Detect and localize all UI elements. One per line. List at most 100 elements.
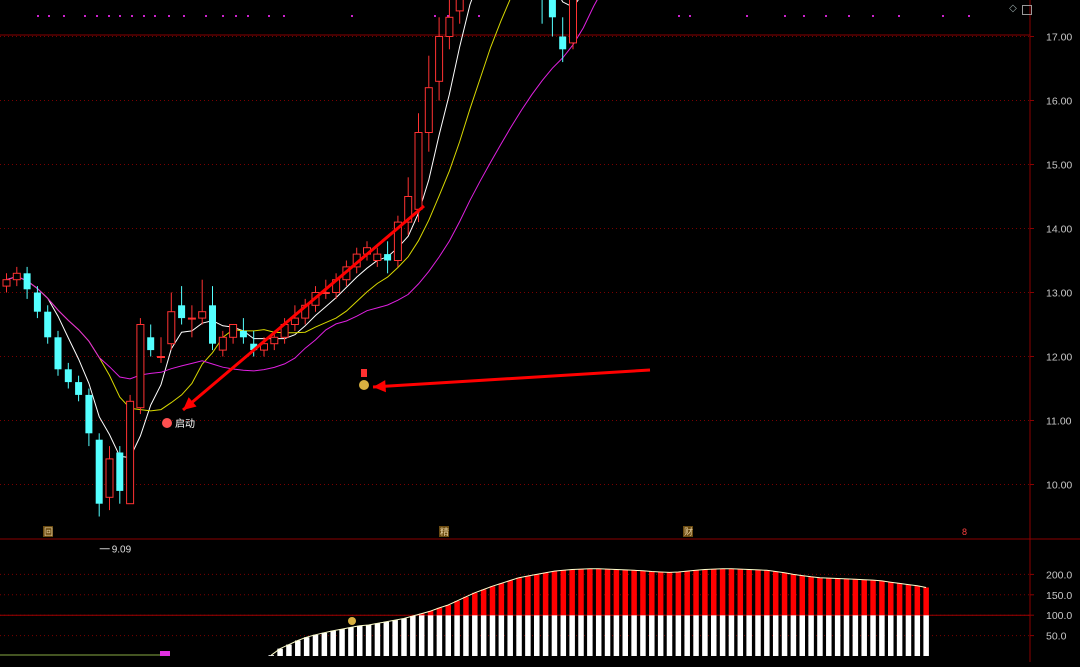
indicator-bar-red [507,580,513,616]
indicator-bar-white [516,615,522,656]
indicator-bar-red [640,570,646,616]
candle-body-up [404,196,413,223]
indicator-bar-white [631,615,637,656]
indicator-start-marker [160,651,170,656]
indicator-bar-white [604,615,611,656]
indicator-bar-red [781,572,788,616]
indicator-bar-red [711,569,717,616]
event-marker: 财 [684,526,693,537]
signal-dot [205,15,207,17]
indicator-bar-white [348,627,354,656]
indicator-bar-white [772,615,779,656]
indicator-bar-white [923,615,929,656]
indicator-bar-white [427,615,434,656]
signal-dot [268,15,270,17]
indicator-bar-red [896,583,903,616]
indicator-bar-white [295,640,301,656]
indicator-bar-white [622,615,628,656]
indicator-bar-white [303,637,310,656]
indicator-bar-white [401,618,407,656]
indicator-bar-red [799,575,805,616]
arrow-to-launch-head [183,397,197,410]
signal-dot [143,15,145,17]
indicator-bar-white [357,625,363,656]
event-marker: 回 [44,527,53,537]
indicator-tick-label: 100.0 [1046,610,1072,622]
candle-body-up [12,272,21,281]
candle-body-up [167,311,176,345]
candle-body-up [445,16,454,37]
indicator-bar-red [914,585,921,616]
indicator-bar-red [534,574,540,616]
indicator-bar-white [640,615,646,656]
indicator-bar-red [516,577,522,616]
indicator-bar-white [339,629,345,656]
candle-body-down [250,343,258,351]
indicator-bar-white [790,615,797,656]
candle-body-up [136,324,145,409]
indicator-bar-white [649,615,655,656]
price-tick-label: 15.00 [1046,160,1072,172]
signal-dot [942,15,944,17]
indicator-bar-red [693,570,699,616]
indicator-bar-red [772,571,779,616]
price-axis: 23.0022.0021.0020.0019.0018.0017.0016.00… [1030,32,1072,643]
indicator-bar-white [383,621,390,656]
candle-body-up [105,458,114,498]
arrow-to-medal [372,368,651,389]
candle-body-down [95,439,103,504]
indicator-bar-white [702,615,708,656]
candle-body-up [393,221,402,262]
indicator-line [270,568,927,656]
candle-body-up [198,311,207,319]
candle-body-down [54,337,62,370]
indicator-bar-white [684,615,690,656]
indicator-bar-white [719,615,726,656]
candle-body-down [85,394,93,434]
candle-body-down [147,337,155,351]
indicator-bar-white [498,615,505,656]
indicator-bar-red [666,572,673,616]
indicator-bar-white [268,655,274,656]
indicator-bar-white [843,615,850,656]
candle-body-up [157,356,165,358]
candle-body-down [178,305,186,319]
indicator-bar-white [472,615,478,656]
signal-dot [131,15,133,17]
candle-body-up [373,253,382,262]
candle-body-up [218,336,227,351]
indicator-bar-red [604,569,611,616]
indicator-bar-white [286,644,292,656]
maximize-icon[interactable] [1022,5,1032,15]
indicator-bar-white [551,615,558,656]
indicator-bar-white [321,632,328,656]
ma-mid-line [6,0,511,412]
indicator-bar-red [923,587,929,616]
indicator-bar-white [755,615,761,656]
indicator-bar-red [551,571,558,616]
indicator-bars [160,568,929,656]
indicator-bar-red [542,572,549,616]
indicator-bar-white [374,623,381,656]
indicator-bar-red [728,568,735,616]
indicator-bar-red [657,571,664,616]
medal-icon [359,380,369,390]
indicator-bar-red [852,579,859,616]
indicator-bar-white [764,615,770,656]
signal-dot [108,15,110,17]
candle-body-down [548,0,556,18]
indicator-bar-white [418,615,425,656]
price-tick-label: 12.00 [1046,352,1072,364]
indicator-bar-white [799,615,805,656]
indicator-bar-red [817,577,823,616]
indicator-tick-label: 150.0 [1046,590,1072,602]
candle-body-down [116,452,124,491]
diamond-icon[interactable]: ◇ [1009,3,1017,14]
indicator-bar-white [808,615,814,656]
indicator-bar-white [817,615,823,656]
indicator-tick-label: 50.0 [1046,631,1067,643]
candle-body-up [2,279,11,287]
indicator-bar-red [879,580,885,616]
indicator-bar-white [826,615,832,656]
indicator-bar-white [525,615,531,656]
